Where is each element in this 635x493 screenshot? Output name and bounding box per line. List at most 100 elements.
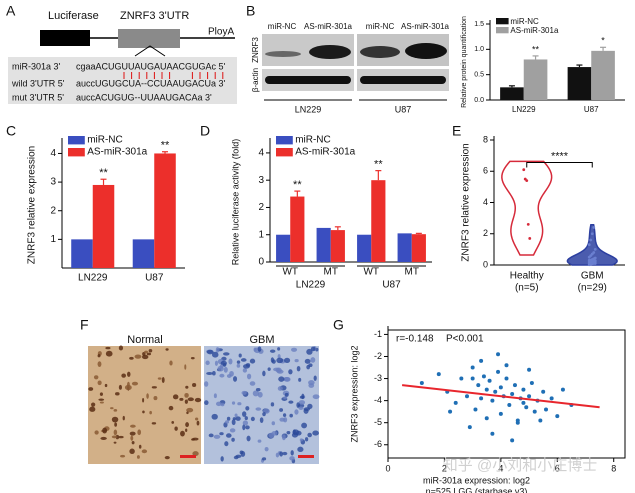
construct: Luciferase ZNRF3 3'UTR PloyA miR-301a 3'… bbox=[8, 10, 237, 104]
x-tick-label: GBM bbox=[581, 271, 604, 282]
cell bbox=[164, 455, 170, 460]
legend-label: AS-miR-301a bbox=[295, 147, 355, 158]
panel-label: B bbox=[246, 3, 255, 19]
y-tick-label: -2 bbox=[374, 351, 382, 361]
cell bbox=[284, 392, 289, 397]
alignment-name: mut 3'UTR 5' bbox=[12, 92, 64, 102]
cell bbox=[278, 376, 285, 382]
cell bbox=[226, 374, 232, 379]
cell bbox=[301, 422, 308, 429]
cell bbox=[194, 397, 202, 403]
cell bbox=[238, 353, 242, 358]
cell bbox=[146, 393, 149, 399]
bar bbox=[276, 234, 291, 262]
scale-bar bbox=[180, 455, 196, 458]
cell bbox=[242, 424, 246, 431]
cell bbox=[172, 394, 179, 400]
cell bbox=[223, 366, 228, 373]
cell bbox=[282, 451, 288, 456]
y-tick-label: 4 bbox=[50, 148, 56, 159]
point bbox=[587, 243, 591, 247]
y-axis-label: Relative protein quantification bbox=[461, 16, 468, 108]
bar bbox=[397, 233, 412, 262]
cell bbox=[146, 352, 152, 356]
cell bbox=[255, 387, 261, 392]
cell bbox=[257, 439, 262, 443]
point bbox=[522, 168, 526, 172]
cell bbox=[250, 416, 255, 422]
cell bbox=[231, 437, 235, 442]
cell bbox=[100, 436, 107, 440]
cell bbox=[97, 380, 102, 386]
alignment-box bbox=[8, 57, 237, 104]
cell bbox=[276, 369, 284, 374]
cell bbox=[208, 433, 214, 438]
cell bbox=[121, 373, 126, 378]
point bbox=[493, 389, 498, 394]
band bbox=[405, 43, 447, 59]
cell bbox=[294, 359, 299, 363]
point bbox=[532, 409, 537, 414]
cells bbox=[204, 346, 320, 464]
image-title: GBM bbox=[249, 334, 274, 346]
cell bbox=[288, 400, 294, 404]
cell bbox=[292, 429, 296, 435]
cell bbox=[264, 446, 269, 452]
legend-label: AS-miR-301a bbox=[87, 147, 147, 158]
cell bbox=[313, 375, 317, 381]
bar bbox=[330, 230, 345, 262]
y-tick-label: 3 bbox=[50, 177, 56, 188]
point bbox=[593, 256, 597, 260]
y-tick-label: 0 bbox=[483, 259, 488, 269]
cell bbox=[242, 411, 247, 417]
cell bbox=[304, 437, 309, 442]
cell bbox=[206, 349, 214, 355]
cell bbox=[294, 409, 299, 415]
y-tick-label: 8 bbox=[483, 134, 488, 144]
x-tick-label: 4 bbox=[498, 463, 503, 473]
cell bbox=[214, 360, 218, 366]
cell bbox=[299, 438, 304, 442]
cell bbox=[161, 377, 165, 383]
legend-label: miR-NC bbox=[295, 135, 331, 146]
point bbox=[490, 398, 495, 403]
stat-annotation: r=-0.148 bbox=[396, 334, 434, 345]
x-tick-label: Healthy bbox=[510, 271, 544, 282]
cell bbox=[122, 415, 125, 421]
legend-swatch bbox=[496, 27, 509, 34]
cell bbox=[113, 409, 118, 412]
point bbox=[512, 383, 517, 388]
bar bbox=[591, 50, 615, 100]
legend-label: AS-miR-301a bbox=[510, 26, 559, 35]
cell bbox=[113, 429, 118, 436]
cell bbox=[226, 416, 231, 421]
cell bbox=[246, 435, 251, 442]
cell bbox=[105, 350, 113, 357]
cell bbox=[151, 386, 157, 389]
cell bbox=[262, 412, 266, 417]
cell bbox=[129, 448, 135, 455]
y-tick-label: 3 bbox=[258, 175, 264, 186]
cell bbox=[97, 354, 101, 358]
significance: **** bbox=[551, 150, 569, 162]
cell bbox=[224, 441, 229, 447]
point bbox=[589, 238, 593, 242]
cell bbox=[277, 386, 283, 391]
cell bbox=[306, 348, 313, 355]
point bbox=[504, 376, 509, 381]
y-tick-label: 0.0 bbox=[474, 97, 484, 104]
lane-label: AS-miR-301a bbox=[401, 22, 450, 31]
base-pairs bbox=[123, 72, 224, 79]
x-axis-label: miR-301a expression: log2 bbox=[423, 475, 530, 485]
cell bbox=[283, 396, 288, 400]
watermark: 知乎 @小刘和小庄博士 bbox=[443, 456, 597, 474]
x-tick-label: 0 bbox=[385, 463, 390, 473]
cell bbox=[144, 350, 149, 354]
cell bbox=[233, 455, 239, 460]
cell bbox=[220, 456, 224, 462]
point bbox=[504, 363, 509, 368]
y-axis-label: ZNRF3 expression: log2 bbox=[349, 345, 359, 442]
cell bbox=[88, 387, 94, 391]
cell bbox=[219, 432, 224, 436]
cell bbox=[131, 381, 139, 386]
